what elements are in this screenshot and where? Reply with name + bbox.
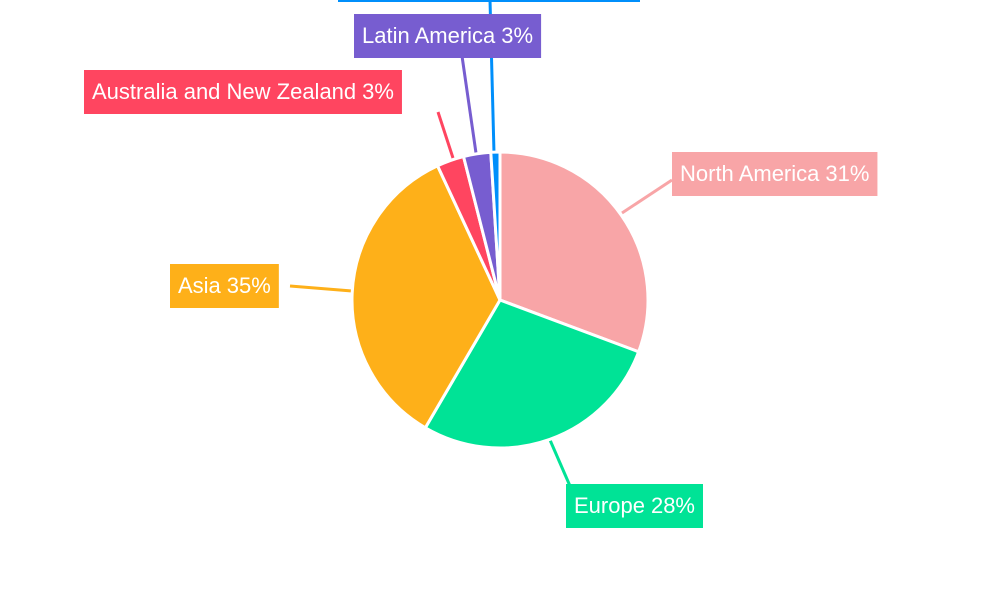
value-label: 31% (825, 161, 869, 186)
value-label: 35% (227, 273, 271, 298)
pie-slice (350, 163, 502, 430)
label-box (354, 14, 542, 58)
category-name: Latin America (362, 23, 496, 48)
slice-label: Latin America 3% (362, 23, 533, 48)
label-box (566, 484, 703, 528)
leader-line (460, 55, 478, 154)
label-box (338, 0, 640, 2)
value-label: 3% (362, 79, 394, 104)
leader-line (436, 111, 455, 159)
slice-label: Asia 35% (178, 273, 271, 298)
slice-label: Australia and New Zealand 3% (92, 79, 394, 104)
pie-slice (498, 150, 650, 354)
labels: North America 31% Europe 28% Asia 35% Australi… (84, 0, 878, 528)
category-name: Australia and New Zealand (92, 79, 356, 104)
slice-label: North America 31% (680, 161, 869, 186)
slice-label: Europe 28% (574, 493, 695, 518)
label-box (84, 70, 402, 114)
category-name: Asia (178, 273, 222, 298)
category-name: Europe (574, 493, 645, 518)
value-label: 28% (651, 493, 695, 518)
value-label: 3% (501, 23, 533, 48)
leader-line (621, 178, 673, 215)
pie-slice (489, 150, 502, 301)
label-box (672, 152, 878, 196)
category-name: North America (680, 161, 820, 186)
label-box (170, 264, 279, 308)
leader-line (289, 284, 353, 293)
slices (350, 150, 650, 450)
leader-line (548, 439, 572, 487)
